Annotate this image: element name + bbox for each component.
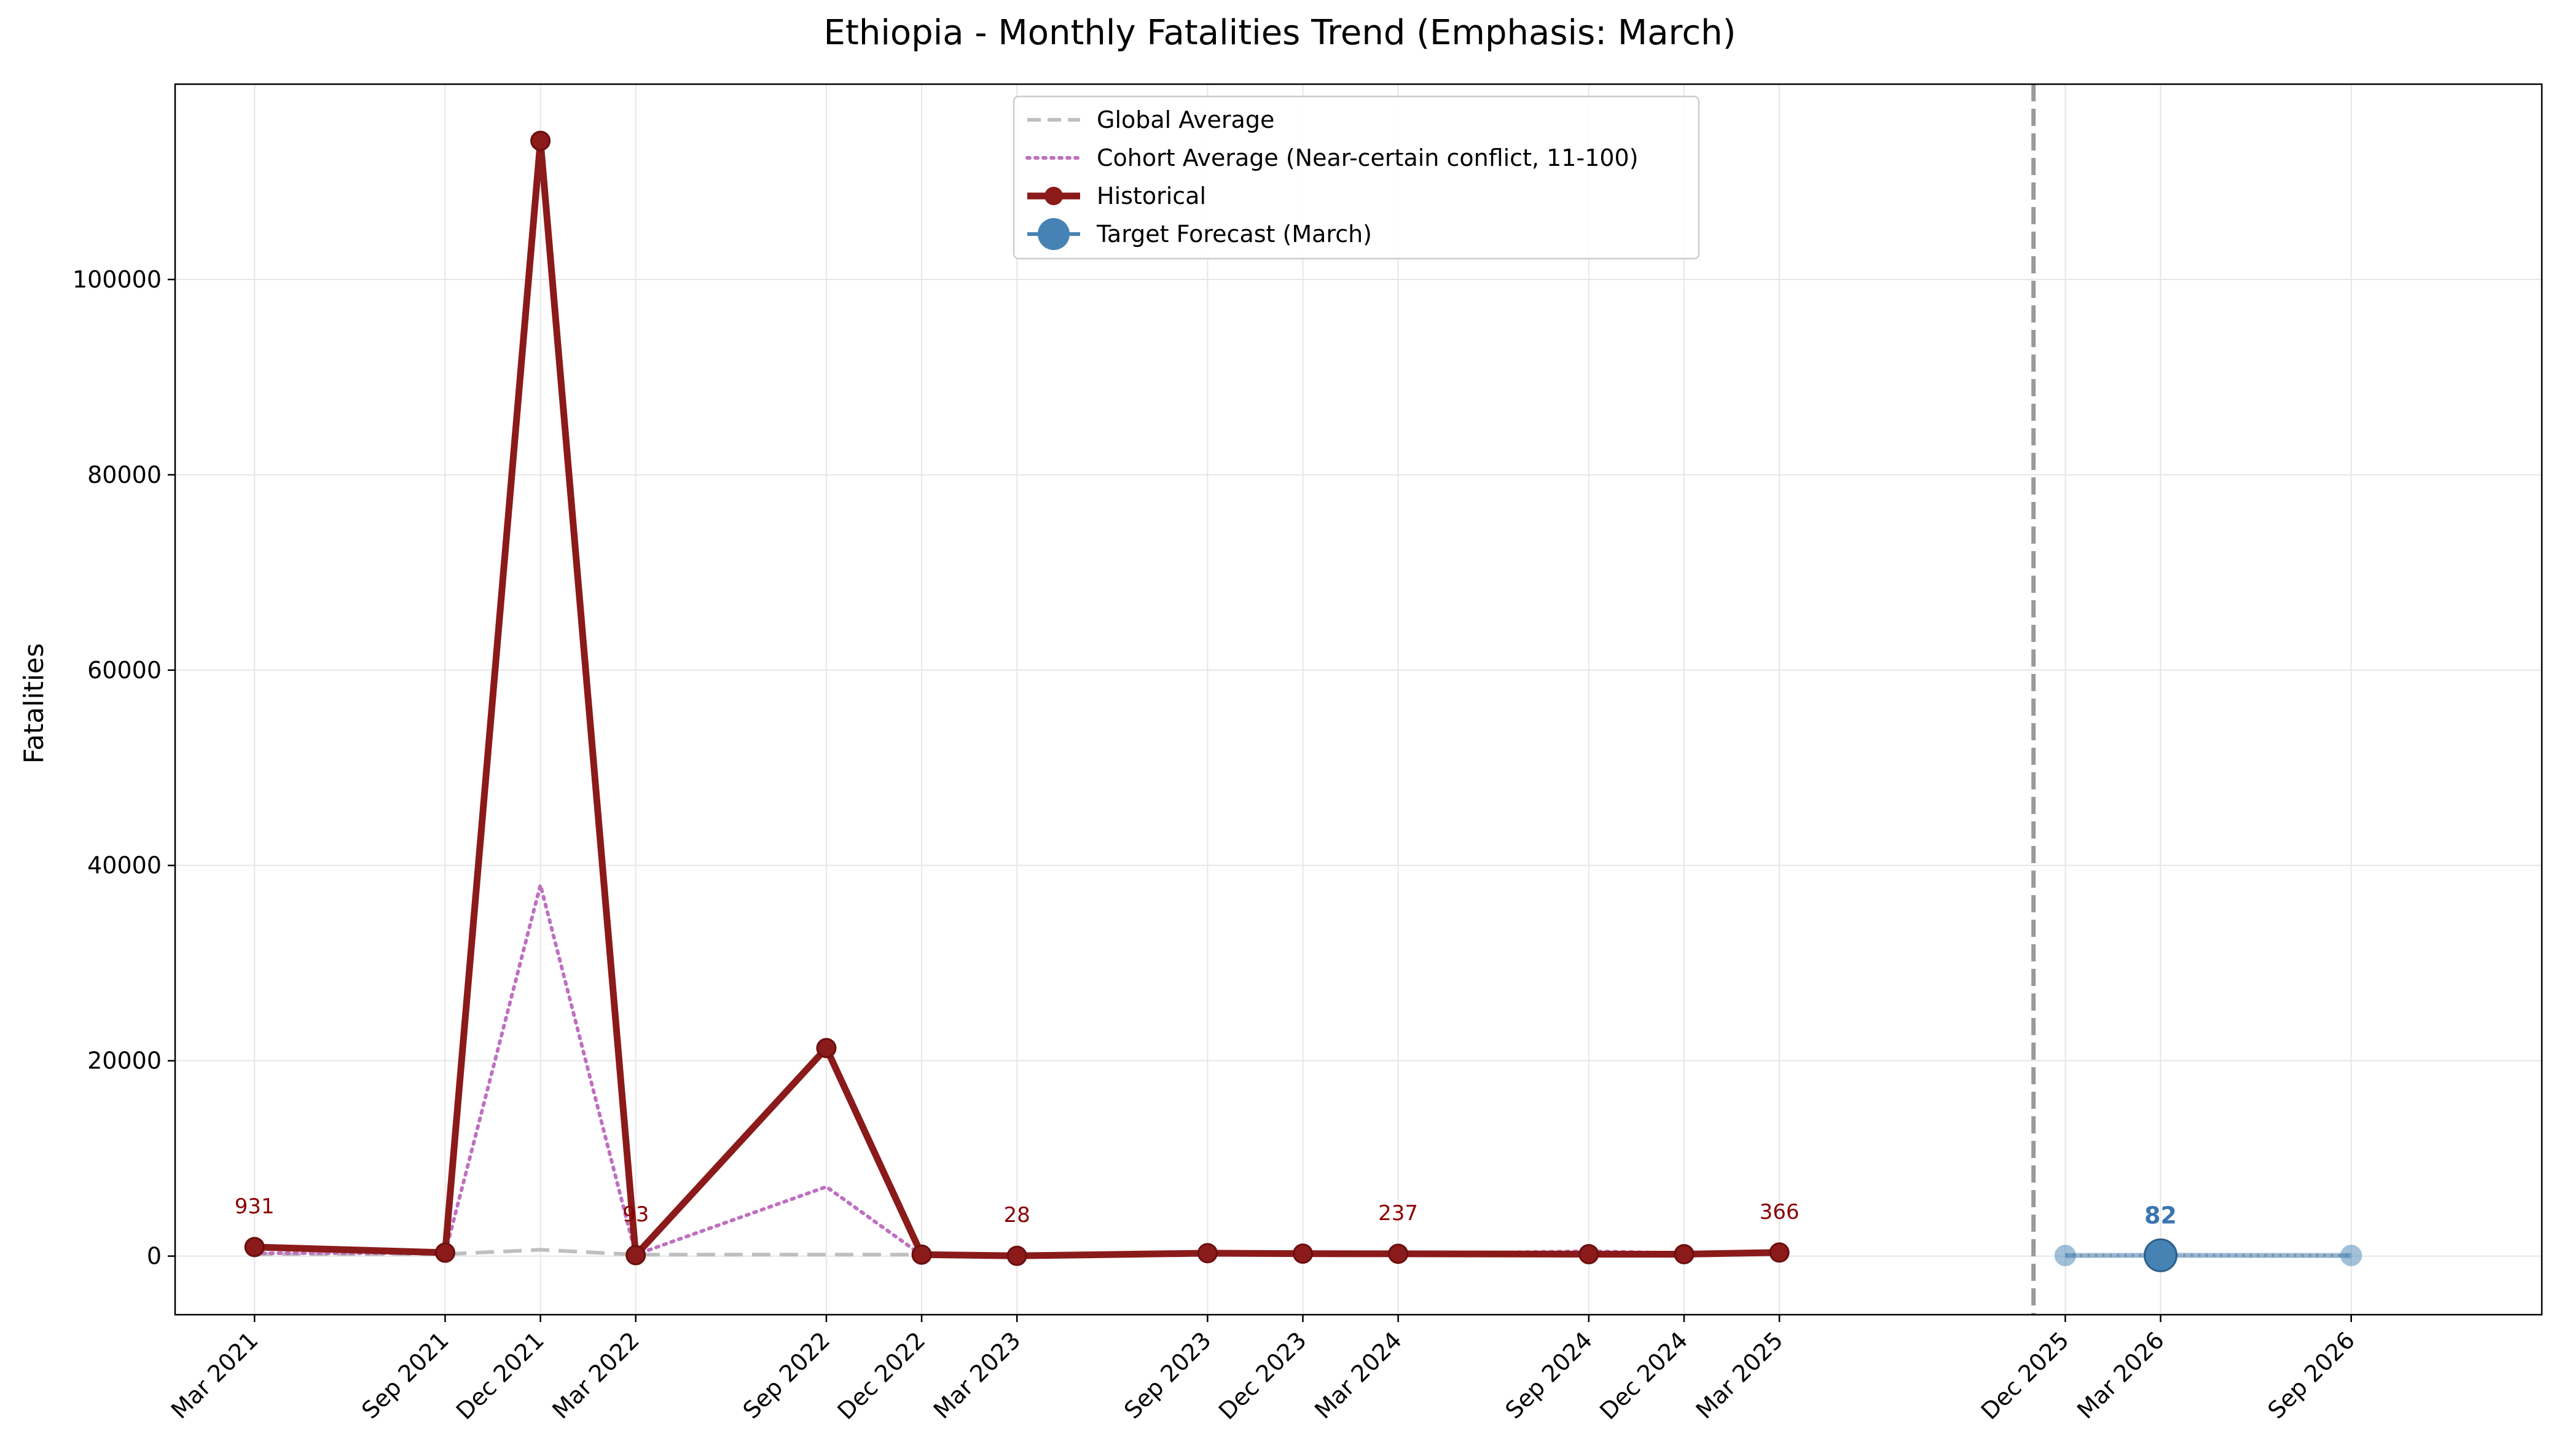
- chart-title: Ethiopia - Monthly Fatalities Trend (Emp…: [824, 13, 1736, 53]
- x-tick-label: Mar 2024: [1309, 1326, 1407, 1424]
- x-tick-label: Mar 2023: [928, 1326, 1026, 1424]
- x-tick-label: Dec 2025: [1976, 1326, 2074, 1425]
- historical-point: [244, 1237, 265, 1258]
- y-axis-label: Fatalities: [18, 643, 50, 764]
- x-tick-label: Dec 2023: [1213, 1326, 1312, 1425]
- historical-point: [911, 1244, 932, 1265]
- x-tick-label: Sep 2022: [738, 1326, 836, 1424]
- historical-point: [1769, 1242, 1790, 1263]
- x-tick-label: Mar 2025: [1691, 1326, 1789, 1424]
- historical-point: [1197, 1243, 1218, 1264]
- x-tick-label: Dec 2021: [451, 1326, 549, 1425]
- forecast-point: [2340, 1245, 2362, 1267]
- historical-point: [1674, 1243, 1695, 1264]
- legend-label: Target Forecast (March): [1096, 221, 1372, 248]
- x-tick-label: Mar 2021: [166, 1326, 264, 1424]
- y-tick-label: 40000: [87, 852, 162, 879]
- y-tick-label: 20000: [87, 1047, 162, 1074]
- legend: Global Average Cohort Average (Near-certa…: [1013, 95, 1700, 260]
- y-axis: 0 20000 40000 60000 80000 100000: [72, 266, 175, 1270]
- plot-frame: [174, 83, 2543, 1316]
- x-tick-label: Mar 2022: [547, 1326, 645, 1424]
- data-label: 931: [235, 1194, 275, 1219]
- historical-point: [1293, 1243, 1314, 1264]
- x-tick-label: Dec 2022: [832, 1326, 930, 1425]
- annotation-layer: 931 93 28 237 366 82: [235, 1194, 2177, 1229]
- forecast-point: [2054, 1245, 2076, 1267]
- data-label: 82: [2144, 1202, 2177, 1229]
- legend-label: Historical: [1097, 182, 1206, 209]
- y-tick-label: 0: [147, 1243, 162, 1270]
- historical-point: [1006, 1245, 1027, 1266]
- legend-label: Cohort Average (Near-certain conflict, 1…: [1097, 144, 1639, 171]
- series-layer: [244, 130, 2362, 1272]
- historical-point: [816, 1038, 837, 1059]
- legend-box: [1013, 95, 1700, 260]
- data-label: 237: [1378, 1201, 1418, 1226]
- data-label: 366: [1760, 1200, 1800, 1224]
- historical-point: [1578, 1243, 1599, 1264]
- y-tick-label: 80000: [87, 461, 162, 488]
- legend-marker-historical: [1044, 187, 1063, 205]
- y-tick-label: 60000: [87, 657, 162, 684]
- historical-point: [434, 1242, 455, 1263]
- x-tick-label: Dec 2024: [1594, 1326, 1693, 1425]
- x-tick-label: Sep 2024: [1500, 1326, 1598, 1424]
- legend-marker-forecast: [1038, 218, 1070, 250]
- grid-layer: [175, 84, 2542, 1315]
- x-tick-label: Sep 2021: [356, 1326, 454, 1424]
- legend-label: Global Average: [1097, 106, 1274, 133]
- x-tick-label: Sep 2023: [1119, 1326, 1217, 1424]
- historical-point: [625, 1245, 646, 1266]
- data-label: 28: [1004, 1203, 1030, 1227]
- data-label: 93: [622, 1202, 649, 1227]
- x-tick-label: Mar 2026: [2072, 1326, 2169, 1424]
- x-tick-label: Sep 2026: [2262, 1326, 2360, 1424]
- forecast-target-point: [2144, 1238, 2178, 1272]
- historical-point: [530, 130, 551, 151]
- historical-point: [1388, 1243, 1409, 1264]
- y-tick-label: 100000: [72, 266, 162, 293]
